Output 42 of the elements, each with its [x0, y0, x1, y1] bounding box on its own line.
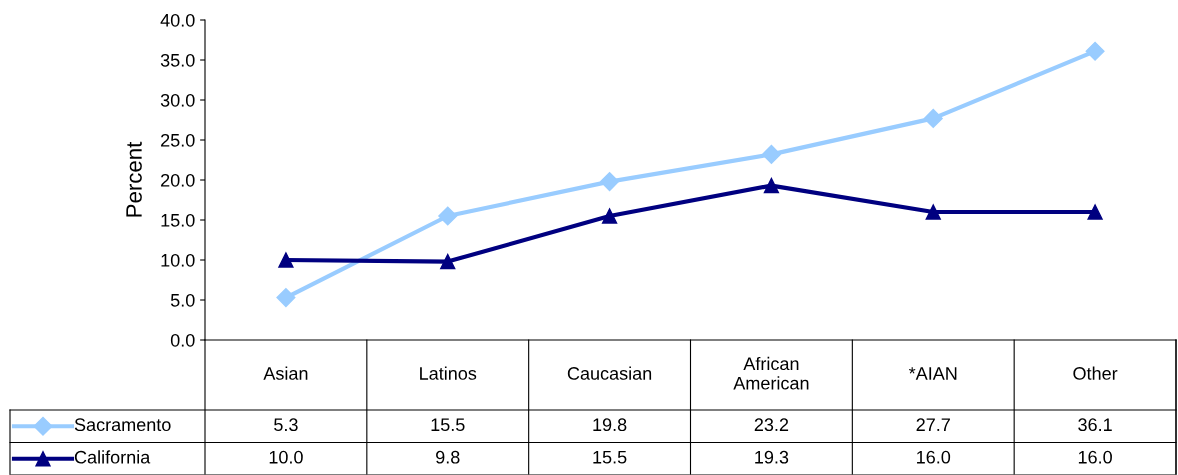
data-label: 27.7 [916, 418, 950, 431]
y-tick-label: 25.0 [161, 133, 195, 147]
data-label: 16.0 [917, 450, 951, 464]
data-label: 15.5 [431, 418, 465, 432]
point [1085, 41, 1105, 61]
data-label: 36.1 [1078, 418, 1112, 432]
point [440, 253, 456, 270]
point [600, 172, 620, 192]
y-tick-label: 5.0 [170, 293, 195, 307]
data-label: 16.0 [1078, 450, 1112, 464]
data-label: 19.8 [593, 418, 627, 432]
y-axis-title: Percent [126, 141, 142, 217]
data-label: 19.3 [755, 450, 789, 464]
x-tick-label: Caucasian [567, 366, 652, 380]
data-label: 9.8 [436, 450, 460, 464]
x-tick-label: African American [733, 356, 809, 390]
y-tick-label: 30.0 [160, 93, 195, 107]
y-tick-label: 35.0 [160, 53, 195, 67]
point [278, 252, 294, 268]
point [925, 204, 941, 220]
y-tick-label: 10.0 [161, 253, 195, 267]
y-tick-label: 20.0 [161, 173, 195, 187]
x-tick-label: Asian [263, 366, 308, 380]
x-tick-label: Other [1073, 366, 1118, 380]
point [923, 108, 943, 128]
point [438, 206, 458, 226]
data-label: 10.0 [269, 450, 303, 464]
point [276, 288, 296, 308]
legend-label: Sacramento [74, 418, 171, 432]
x-tick-label: *AIAN [908, 367, 957, 380]
y-tick-label: 40.0 [160, 13, 195, 27]
y-tick-label: 0.0 [170, 333, 195, 347]
y-tick-label: 15.0 [161, 213, 195, 227]
data-label: 23.2 [754, 418, 789, 432]
legend-label: California [74, 450, 151, 464]
data-label: 15.5 [593, 451, 627, 464]
point [1087, 204, 1103, 220]
point [761, 144, 781, 164]
point [601, 208, 618, 224]
point [763, 177, 780, 194]
data-label: 5.3 [274, 418, 298, 432]
x-tick-label: Latinos [420, 366, 477, 380]
